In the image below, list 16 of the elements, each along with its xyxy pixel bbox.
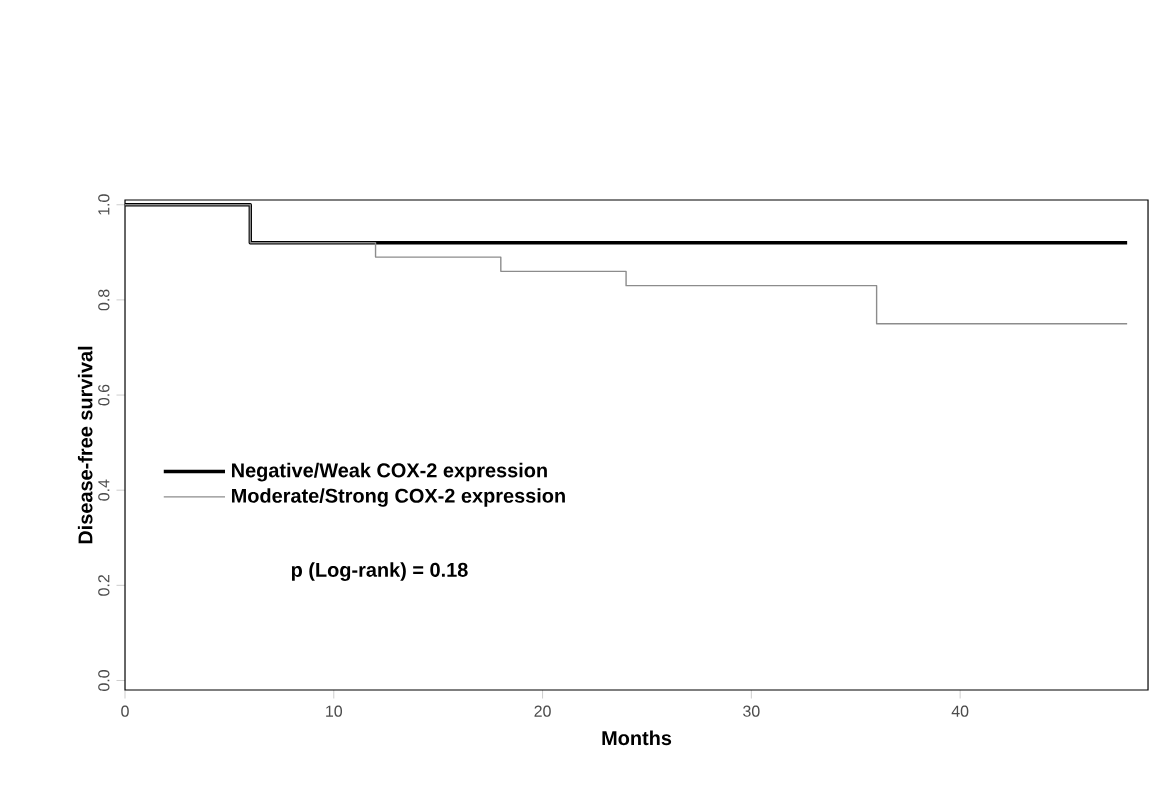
legend-label: Negative/Weak COX-2 expression bbox=[232, 462, 547, 482]
y-tick-label: 0.8 bbox=[98, 289, 110, 311]
x-tick-label: 0 bbox=[121, 705, 129, 717]
y-tick-label: 0.2 bbox=[98, 575, 110, 596]
x-tick-label: 20 bbox=[534, 705, 551, 717]
y-tick-label: 0.6 bbox=[98, 384, 110, 406]
legend-label: Moderate/Strong COX-2 expression bbox=[232, 488, 565, 507]
x-tick-label: 40 bbox=[951, 705, 969, 717]
x-tick-label: 30 bbox=[743, 705, 760, 717]
x-axis-title: Months bbox=[602, 730, 672, 746]
annotation: p (Log-rank) = 0.18 bbox=[291, 562, 468, 581]
y-axis-title: Disease-free survival bbox=[77, 346, 93, 544]
x-tick-label: 10 bbox=[326, 705, 343, 717]
y-tick-label: 0.4 bbox=[98, 479, 110, 501]
y-tick-label: 0.0 bbox=[98, 670, 110, 691]
y-tick-label: 1.0 bbox=[98, 194, 110, 215]
